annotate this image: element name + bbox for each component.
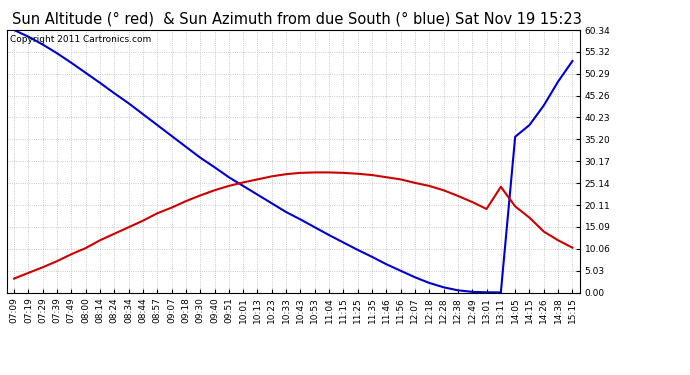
Text: Sun Altitude (° red)  & Sun Azimuth from due South (° blue) Sat Nov 19 15:23: Sun Altitude (° red) & Sun Azimuth from … — [12, 11, 582, 26]
Text: Copyright 2011 Cartronics.com: Copyright 2011 Cartronics.com — [10, 35, 151, 44]
